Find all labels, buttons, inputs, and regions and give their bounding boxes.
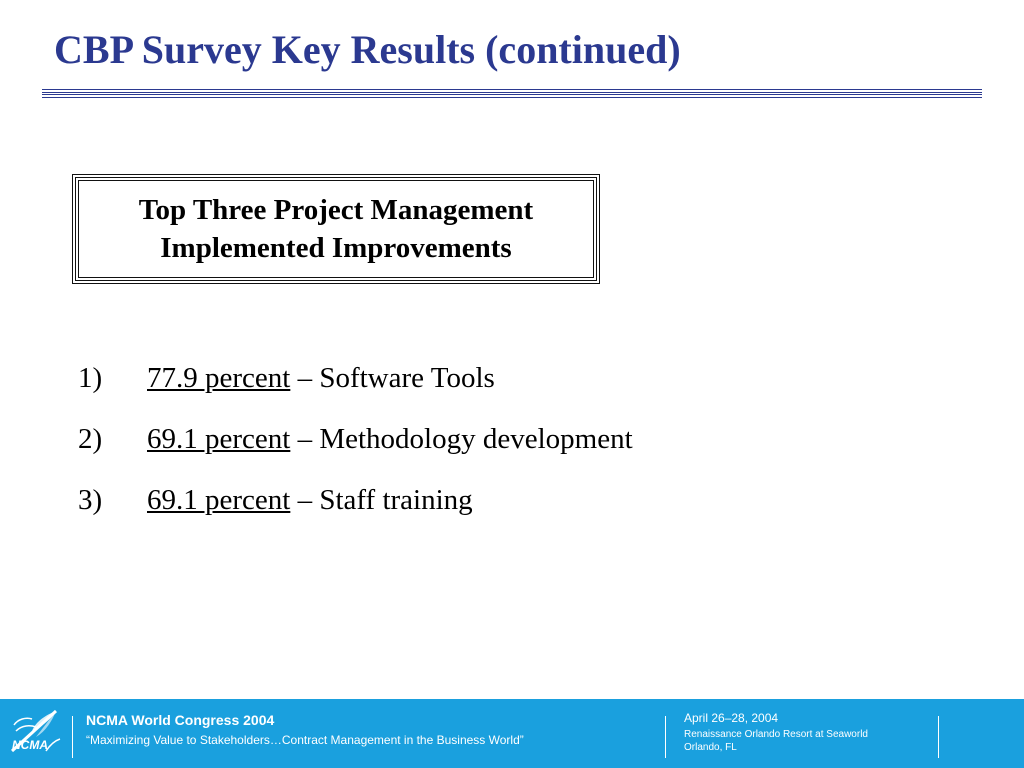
footer-bar: NCMA NCMA World Congress 2004 “Maximizin… xyxy=(0,699,1024,768)
box-heading-line-1: Top Three Project Management xyxy=(138,194,534,226)
title-underline xyxy=(42,89,982,98)
item-text: – Software Tools xyxy=(290,362,495,394)
item-number: 3) xyxy=(78,484,103,516)
heading-box: Top Three Project Management Implemented… xyxy=(72,174,600,284)
footer-venue: Renaissance Orlando Resort at Seaworld xyxy=(684,729,868,740)
item-text: – Methodology development xyxy=(290,423,633,455)
item-number: 1) xyxy=(78,362,103,394)
item-number: 2) xyxy=(78,423,103,455)
footer-tagline: “Maximizing Value to Stakeholders…Contra… xyxy=(86,733,524,747)
footer-date: April 26–28, 2004 xyxy=(684,711,779,725)
footer-divider xyxy=(938,716,939,758)
box-heading-line-2: Implemented Improvements xyxy=(160,232,512,264)
item-percent: 77.9 percent xyxy=(147,362,291,394)
footer-divider xyxy=(72,716,73,758)
item-percent: 69.1 percent xyxy=(147,484,291,516)
item-percent: 69.1 percent xyxy=(147,423,291,455)
footer-divider xyxy=(665,716,666,758)
slide-title: CBP Survey Key Results (continued) xyxy=(54,27,681,72)
footer-event-name: NCMA World Congress 2004 xyxy=(86,712,275,728)
footer-city: Orlando, FL xyxy=(684,742,737,753)
item-text: – Staff training xyxy=(290,484,473,516)
svg-text:NCMA: NCMA xyxy=(12,738,48,752)
ncma-quill-logo-icon: NCMA xyxy=(10,709,61,753)
